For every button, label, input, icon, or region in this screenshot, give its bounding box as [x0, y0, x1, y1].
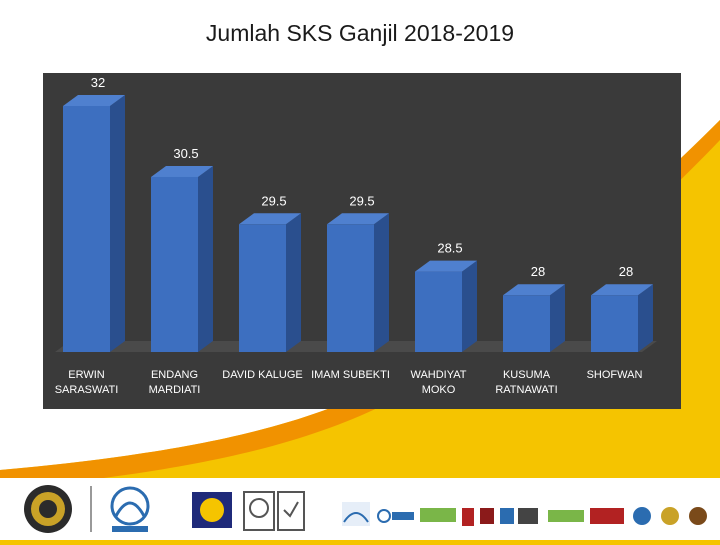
bar — [327, 213, 389, 352]
bar-side — [550, 284, 565, 352]
abest21-logo-icon — [110, 486, 150, 532]
x-tick-label: IMAM SUBEKTI — [311, 369, 390, 381]
bar-side — [110, 95, 125, 352]
bar-side — [638, 284, 653, 352]
abest21-member-icon — [342, 502, 370, 526]
bar — [151, 165, 213, 352]
bar-top — [327, 213, 389, 225]
bar-top — [503, 284, 565, 296]
bar-side — [198, 165, 213, 352]
bar-front — [239, 224, 286, 352]
partner-logo-icon — [420, 508, 456, 522]
data-label: 28.5 — [437, 241, 462, 256]
data-label: 28 — [619, 264, 633, 279]
data-label: 28 — [531, 264, 545, 279]
data-label: 29.5 — [349, 193, 374, 208]
bar — [239, 213, 301, 352]
aacsb-logo-icon — [377, 509, 414, 523]
x-tick-label: ERWIN SARASWATI — [55, 369, 119, 396]
slide-title: Jumlah SKS Ganjil 2018-2019 — [205, 20, 515, 46]
bar-top — [239, 213, 301, 225]
data-label: 32 — [91, 75, 105, 90]
bar-front — [63, 106, 110, 352]
x-tick-label: ENDANG MARDIATI — [149, 369, 201, 396]
partner-crest-icon — [462, 508, 474, 526]
bar-side — [286, 213, 301, 352]
logo-strip — [0, 478, 720, 540]
bar-front — [591, 295, 638, 352]
data-label: 30.5 — [173, 146, 198, 161]
partner-seal-icon — [633, 507, 707, 525]
bar — [63, 95, 125, 352]
bar — [415, 260, 477, 352]
bar-front — [327, 224, 374, 352]
iso-certification-icon — [277, 491, 305, 531]
university-seal-icon — [24, 485, 72, 533]
bar-side — [374, 213, 389, 352]
bar-front — [415, 271, 462, 352]
x-tick-label: KUSUMA RATNAWATI — [495, 369, 557, 396]
bar-side — [462, 260, 477, 352]
x-tick-label: SHOFWAN — [587, 369, 643, 381]
partner-logo-icon — [480, 508, 538, 524]
bar-front — [503, 295, 550, 352]
x-tick-label: DAVID KALUGE — [222, 369, 303, 381]
divider — [90, 486, 92, 532]
bar-front — [151, 176, 198, 352]
ub-logo-icon — [192, 492, 232, 528]
bar — [591, 284, 653, 352]
bar-top — [591, 284, 653, 296]
bar-top — [415, 260, 477, 272]
data-label: 29.5 — [261, 193, 286, 208]
bar-top — [151, 165, 213, 177]
bar — [503, 284, 565, 352]
certification-mark-icon — [243, 491, 275, 531]
partner-logo-icon — [548, 508, 624, 524]
bar-top — [63, 95, 125, 106]
x-tick-label: WAHDIYAT MOKO — [410, 369, 466, 396]
